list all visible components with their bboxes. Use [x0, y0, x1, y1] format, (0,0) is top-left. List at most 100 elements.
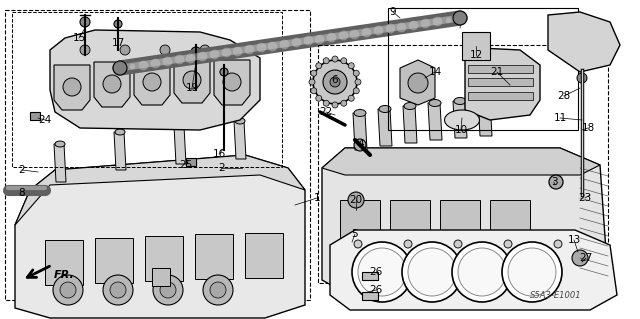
Circle shape — [354, 139, 366, 151]
Circle shape — [332, 102, 338, 108]
Circle shape — [143, 73, 161, 91]
Circle shape — [404, 240, 412, 248]
Ellipse shape — [55, 141, 65, 147]
Circle shape — [453, 254, 473, 274]
Ellipse shape — [379, 106, 391, 113]
Bar — [462, 32, 490, 60]
Circle shape — [183, 71, 201, 89]
Text: 24: 24 — [38, 115, 52, 125]
Circle shape — [153, 275, 183, 305]
Circle shape — [332, 56, 338, 62]
Circle shape — [341, 58, 347, 64]
Text: 9: 9 — [390, 7, 396, 17]
Circle shape — [549, 175, 563, 189]
Polygon shape — [403, 106, 417, 143]
Polygon shape — [378, 109, 392, 146]
Circle shape — [323, 58, 329, 64]
Bar — [362, 292, 378, 300]
Text: 21: 21 — [490, 67, 504, 77]
Text: 2: 2 — [19, 165, 26, 175]
Text: 25: 25 — [179, 160, 193, 170]
Circle shape — [220, 68, 228, 76]
Text: 17: 17 — [111, 38, 125, 48]
Circle shape — [323, 100, 329, 106]
Circle shape — [160, 45, 170, 55]
Circle shape — [348, 95, 355, 101]
Circle shape — [53, 275, 83, 305]
Bar — [245, 233, 283, 278]
Circle shape — [403, 254, 423, 274]
Text: 11: 11 — [554, 113, 566, 123]
Ellipse shape — [175, 123, 185, 129]
Circle shape — [352, 242, 412, 302]
Bar — [152, 268, 170, 286]
Bar — [30, 112, 40, 120]
Text: S5A3-E1001: S5A3-E1001 — [530, 291, 582, 300]
Text: 22: 22 — [319, 107, 333, 117]
Polygon shape — [330, 230, 617, 310]
Circle shape — [203, 275, 233, 305]
Circle shape — [353, 88, 359, 94]
Circle shape — [358, 248, 406, 296]
Text: 2: 2 — [219, 163, 225, 173]
Text: 3: 3 — [550, 177, 557, 187]
Text: 6: 6 — [332, 75, 339, 85]
Circle shape — [323, 70, 347, 94]
Polygon shape — [548, 12, 620, 72]
Bar — [468, 65, 533, 73]
Circle shape — [408, 73, 428, 93]
Circle shape — [311, 70, 317, 76]
Circle shape — [103, 75, 121, 93]
Bar — [468, 78, 533, 86]
Polygon shape — [174, 126, 186, 164]
Circle shape — [348, 63, 355, 69]
Circle shape — [355, 79, 361, 85]
Polygon shape — [174, 58, 210, 103]
Circle shape — [309, 79, 315, 85]
Circle shape — [504, 240, 512, 248]
Circle shape — [316, 63, 322, 69]
Circle shape — [311, 88, 317, 94]
Circle shape — [316, 95, 322, 101]
Circle shape — [80, 45, 90, 55]
Polygon shape — [94, 62, 130, 107]
Polygon shape — [478, 99, 492, 136]
Circle shape — [577, 73, 587, 83]
Circle shape — [80, 17, 90, 27]
Circle shape — [508, 248, 556, 296]
Circle shape — [353, 254, 373, 274]
Ellipse shape — [115, 129, 125, 135]
Ellipse shape — [445, 110, 479, 130]
Bar — [340, 200, 380, 250]
Circle shape — [454, 240, 462, 248]
Polygon shape — [15, 155, 305, 225]
Text: 8: 8 — [19, 188, 26, 198]
Polygon shape — [428, 103, 442, 140]
Polygon shape — [134, 60, 170, 105]
Text: 28: 28 — [557, 91, 571, 101]
Text: 18: 18 — [581, 123, 595, 133]
Bar — [186, 158, 196, 166]
Text: 23: 23 — [579, 193, 591, 203]
Polygon shape — [54, 144, 66, 182]
Polygon shape — [50, 30, 260, 130]
Circle shape — [408, 248, 456, 296]
Bar — [440, 200, 480, 250]
Polygon shape — [465, 48, 540, 120]
Text: 4: 4 — [358, 139, 364, 149]
Ellipse shape — [429, 100, 441, 107]
Text: 15: 15 — [72, 33, 86, 43]
Circle shape — [110, 282, 126, 298]
Bar — [145, 236, 183, 281]
Circle shape — [402, 242, 462, 302]
Circle shape — [223, 73, 241, 91]
Circle shape — [114, 20, 122, 28]
Text: 1: 1 — [314, 193, 320, 203]
Circle shape — [458, 248, 506, 296]
Circle shape — [503, 254, 523, 274]
Text: 27: 27 — [579, 253, 593, 263]
Circle shape — [313, 60, 357, 104]
Text: 7: 7 — [459, 15, 465, 25]
Circle shape — [330, 77, 340, 87]
Circle shape — [345, 246, 381, 282]
